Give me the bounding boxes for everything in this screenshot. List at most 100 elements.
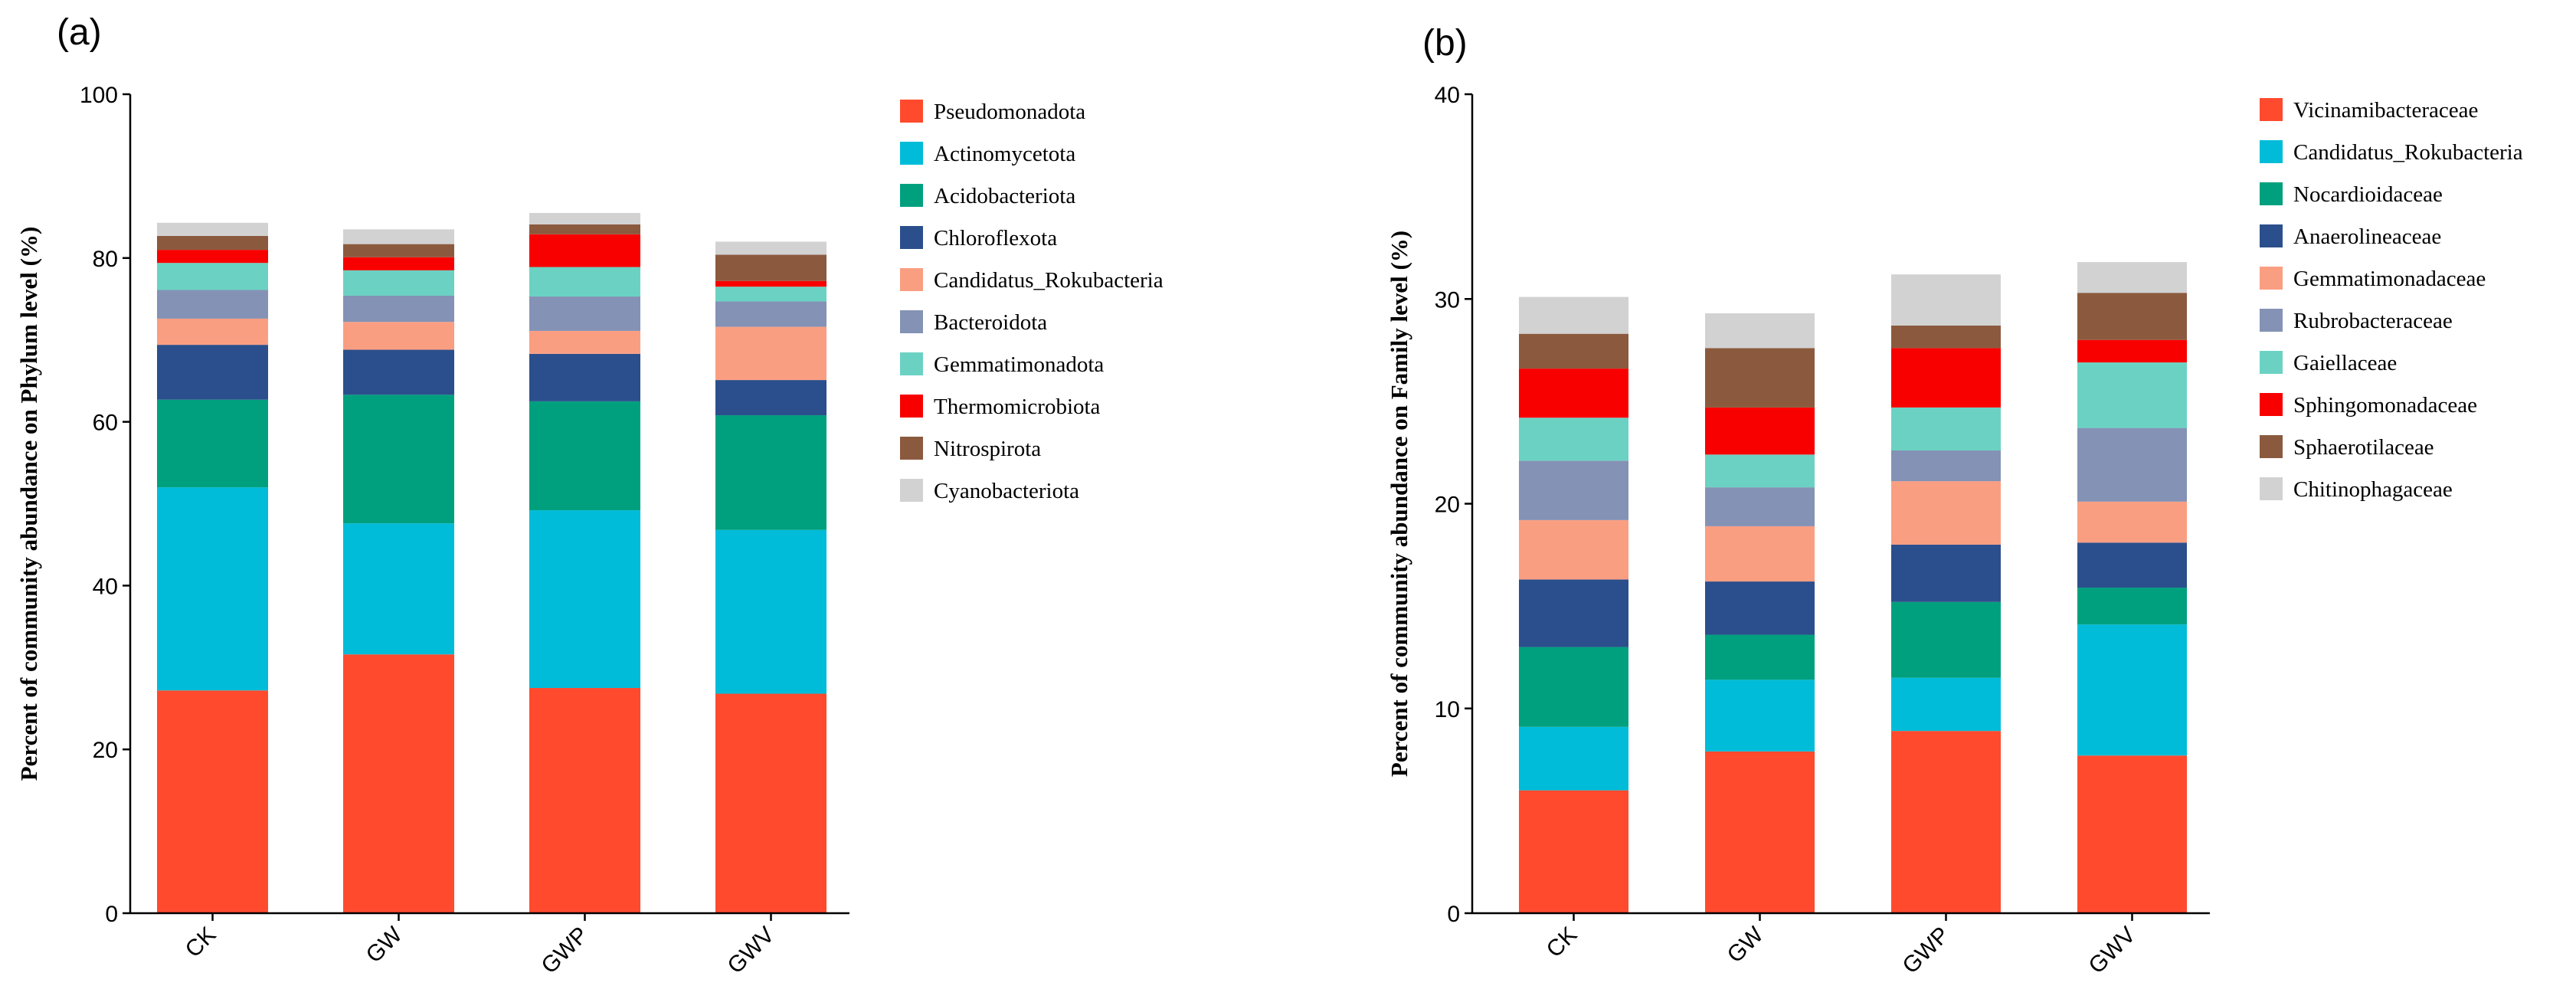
y-tick-label: 100 [80,83,118,108]
bar-segment-gwp-chitinophagaceae [1891,274,2001,326]
bar-segment-gw-nitrospirota [343,244,454,257]
bar-segment-gwv-chloroflexota [715,380,826,416]
x-tick-label: GWP [536,922,593,979]
legend: Vicinamibacteraceae Candidatus_Rokubacter… [2260,98,2523,502]
chart-panel-a: (a) CK GW GWP GWV 0 20 40 60 80 100 Percent of comm… [15,12,1164,979]
bar-segment-gwp-vicinamibacteraceae [1891,731,2001,913]
bar-segment-gwv-gaiellaceae [2077,362,2187,428]
legend-label: Bacteroidota [934,310,1047,335]
bar-segment-gwv-gemmatimonadaceae [2077,501,2187,543]
bar-segment-gw-cyanobacteriota [343,229,454,244]
bar-segment-ck-cyanobacteriota [157,222,268,236]
legend-swatch [2260,267,2283,290]
bar-segment-gw-chloroflexota [343,349,454,395]
bar-segment-ck-nitrospirota [157,235,268,251]
y-tick-label: 0 [1447,902,1460,927]
legend-label: Cyanobacteriota [934,479,1079,503]
bar-segment-ck-candidatus-rokubacteria [157,318,268,346]
bar-segment-gwp-sphaerotilaceae [1891,325,2001,349]
legend-label: Nitrospirota [934,437,1041,461]
legend-swatch [2260,435,2283,458]
x-tick-label: CK [181,922,221,963]
bar-segment-gwp-sphingomonadaceae [1891,348,2001,408]
legend-swatch [900,310,923,333]
bar-segment-ck-gaiellaceae [1519,418,1628,461]
legend-swatch [900,184,923,207]
y-tick-label: 10 [1435,697,1460,722]
legend-label: Candidatus_Rokubacteria [2293,140,2523,165]
y-axis-title: Percent of community abundance on Phylum… [15,227,42,781]
legend: Pseudomonadota Actinomycetota Acidobacteri… [900,100,1164,503]
bar-segment-gw-vicinamibacteraceae [1705,751,1815,913]
bar-segment-gwp-rubrobacteraceae [1891,450,2001,482]
bar-segment-gw-candidatus-rokubacteria [343,322,454,350]
bar-segment-ck-thermomicrobiota [157,250,268,264]
bar-segment-gw-nocardioidaceae [1705,634,1815,680]
legend-label: Thermomicrobiota [934,395,1101,419]
bar-segment-ck-vicinamibacteraceae [1519,790,1628,913]
x-tick-label: GW [362,922,408,968]
panel-label: (a) [57,12,102,53]
bar-segment-gwp-gemmatimonadaceae [1891,481,2001,545]
bar-segment-gwv-vicinamibacteraceae [2077,755,2187,913]
legend-swatch [900,437,923,460]
bar-segment-gw-chitinophagaceae [1705,313,1815,349]
y-tick-label: 20 [1435,493,1460,518]
bar-segment-ck-rubrobacteraceae [1519,460,1628,520]
x-tick-label: GWV [722,922,779,979]
bar-segment-gwp-chloroflexota [529,353,640,401]
bar-segment-gwv-nocardioidaceae [2077,588,2187,625]
bar-segment-gwv-gemmatimonadota [715,287,826,302]
y-tick-label: 20 [93,738,118,763]
legend-label: Chloroflexota [934,226,1057,251]
legend-swatch [900,100,923,123]
legend-swatch [2260,182,2283,205]
legend-label: Gemmatimonadota [934,352,1104,377]
legend-label: Anaerolineaceae [2293,224,2441,249]
y-tick-label: 30 [1435,287,1460,313]
bar-segment-ck-sphaerotilaceae [1519,333,1628,369]
bar-segment-gw-rubrobacteraceae [1705,487,1815,526]
bar-segment-ck-anaerolineaceae [1519,579,1628,647]
legend-swatch [900,226,923,249]
legend-label: Sphingomonadaceae [2293,393,2477,418]
legend-swatch [900,268,923,291]
legend-swatch [900,142,923,165]
bar-segment-gwp-anaerolineaceae [1891,544,2001,602]
legend-swatch [900,395,923,418]
bar-segment-gwv-chitinophagaceae [2077,262,2187,293]
legend-label: Pseudomonadota [934,100,1085,124]
legend-label: Candidatus_Rokubacteria [934,268,1164,293]
bar-segment-gwp-nocardioidaceae [1891,601,2001,678]
bar-segment-gwp-candidatus-rokubacteria [1891,677,2001,732]
bar-segment-gw-sphingomonadaceae [1705,407,1815,455]
legend-label: Nocardioidaceae [2293,182,2443,207]
bar-segment-gwp-acidobacteriota [529,401,640,511]
legend-label: Chitinophagaceae [2293,477,2453,502]
legend-label: Sphaerotilaceae [2293,435,2434,460]
bar-segment-ck-nocardioidaceae [1519,647,1628,727]
bar-segment-ck-gemmatimonadota [157,263,268,290]
bar-segment-gwv-candidatus-rokubacteria [715,326,826,381]
bar-segment-gw-gaiellaceae [1705,454,1815,488]
legend-swatch [2260,224,2283,247]
y-tick-label: 40 [93,574,118,599]
bar-segment-gwv-candidatus-rokubacteria [2077,624,2187,756]
bar-segment-gwv-nitrospirota [715,254,826,281]
legend-swatch [900,479,923,502]
bar-segment-gwv-actinomycetota [715,529,826,694]
bar-segment-gwp-nitrospirota [529,224,640,234]
bar-segment-ck-bacteroidota [157,290,268,319]
bar-segment-gwv-bacteroidota [715,301,826,327]
bar-segment-gwp-pseudomonadota [529,688,640,913]
bar-segment-ck-chitinophagaceae [1519,296,1628,334]
bar-segment-gwp-actinomycetota [529,510,640,689]
bar-segment-gwp-bacteroidota [529,296,640,331]
legend-label: Acidobacteriota [934,184,1075,208]
y-tick-label: 0 [105,902,118,927]
legend-label: Vicinamibacteraceae [2293,98,2478,123]
legend-swatch [2260,309,2283,332]
bar-segment-gw-actinomycetota [343,523,454,655]
x-tick-label: GW [1723,922,1769,968]
